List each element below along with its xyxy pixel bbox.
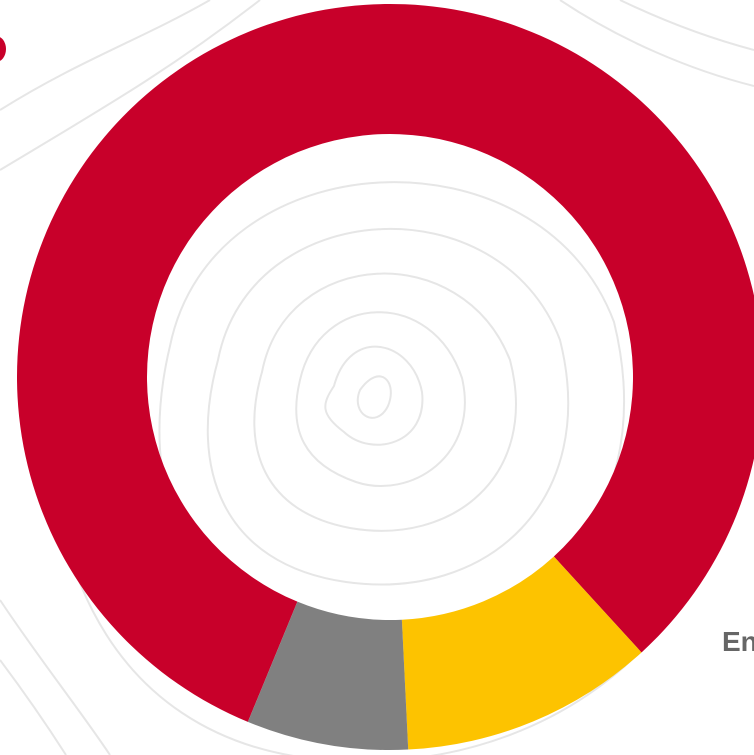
contour-ring-2 xyxy=(324,345,424,446)
slice-label-text: En xyxy=(722,626,754,657)
contour-line-b xyxy=(0,0,261,171)
donut-slice-2 xyxy=(401,556,642,750)
decorative-dot xyxy=(0,36,6,62)
contour-ring-4 xyxy=(253,272,517,532)
contour-line-d xyxy=(0,659,67,755)
contour-ring-5 xyxy=(206,227,570,586)
contour-ring-3 xyxy=(295,311,466,487)
donut-slice-1 xyxy=(17,4,754,722)
donut-slices xyxy=(17,4,754,750)
contour-line-e xyxy=(559,0,754,87)
contour-line-a xyxy=(0,0,211,111)
contour-line-c xyxy=(0,599,111,755)
donut-slice-3 xyxy=(247,601,409,750)
contour-line-f xyxy=(619,0,754,51)
contour-ring-1 xyxy=(356,375,392,419)
